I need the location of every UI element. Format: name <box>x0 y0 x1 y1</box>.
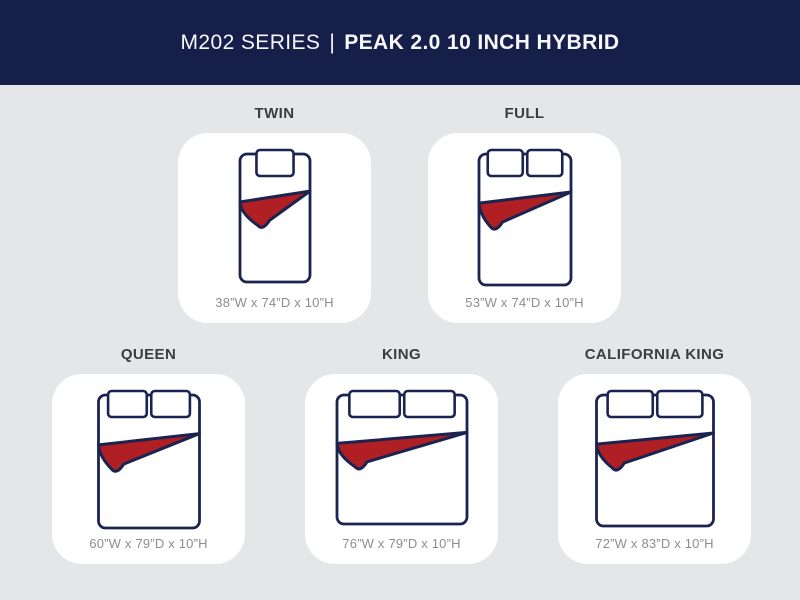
size-card: 53”W x 74”D x 10”H <box>428 133 621 323</box>
page-title: M202 SERIES | PEAK 2.0 10 INCH HYBRID <box>181 31 620 55</box>
bed-dimensions: 38”W x 74”D x 10”H <box>215 295 334 310</box>
title-bar: M202 SERIES | PEAK 2.0 10 INCH HYBRID <box>0 0 800 85</box>
size-label: KING <box>381 346 422 363</box>
size-card: 72”W x 83”D x 10”H <box>558 374 751 564</box>
size-label: TWIN <box>254 105 295 122</box>
size-comparison-board: TWIN 38”W x 74”D x 10”H FULL 53”W x 74”D… <box>0 85 800 600</box>
bed-illustration-icon <box>594 389 715 528</box>
bed-dimensions: 72”W x 83”D x 10”H <box>595 536 714 551</box>
size-card: 76”W x 79”D x 10”H <box>305 374 498 564</box>
bed-dimensions: 76”W x 79”D x 10”H <box>342 536 461 551</box>
size-block-twin: TWIN 38”W x 74”D x 10”H <box>178 106 371 323</box>
size-card: 60”W x 79”D x 10”H <box>52 374 245 564</box>
size-label: QUEEN <box>120 346 177 363</box>
bed-illustration-icon <box>96 389 201 530</box>
size-card: 38”W x 74”D x 10”H <box>178 133 371 323</box>
size-label: CALIFORNIA KING <box>584 346 725 363</box>
size-block-full: FULL 53”W x 74”D x 10”H <box>428 106 621 323</box>
title-separator: | <box>329 30 336 54</box>
size-label: FULL <box>504 105 545 122</box>
bed-illustration-icon <box>238 148 311 284</box>
bed-dimensions: 53”W x 74”D x 10”H <box>465 295 584 310</box>
bed-dimensions: 60”W x 79”D x 10”H <box>89 536 208 551</box>
size-block-king: KING 76”W x 79”D x 10”H <box>305 347 498 564</box>
model-name: PEAK 2.0 10 INCH HYBRID <box>344 30 620 54</box>
bed-illustration-icon <box>335 389 468 526</box>
size-block-california-king: CALIFORNIA KING 72”W x 83”D x 10”H <box>558 347 751 564</box>
bed-illustration-icon <box>477 148 572 287</box>
size-block-queen: QUEEN 60”W x 79”D x 10”H <box>52 347 245 564</box>
series-name: M202 SERIES <box>180 30 321 54</box>
